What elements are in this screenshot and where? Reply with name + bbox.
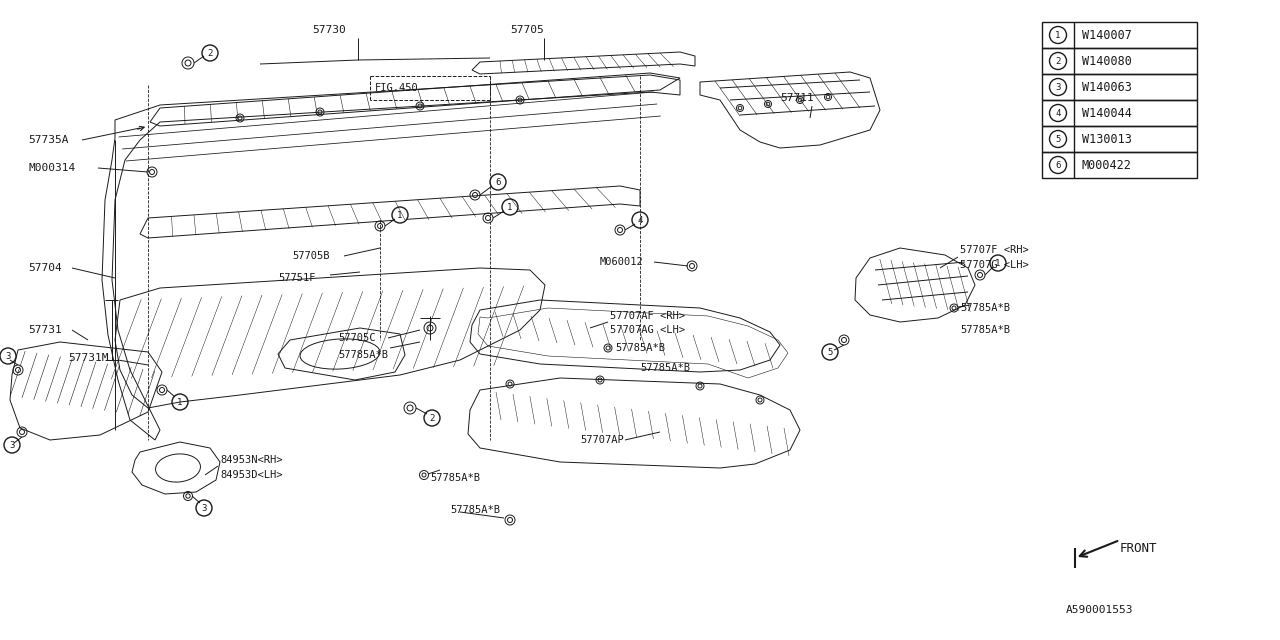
Bar [1042, 22, 1197, 48]
Circle shape [1050, 131, 1066, 147]
Text: 2: 2 [1055, 56, 1061, 65]
Circle shape [1050, 79, 1066, 95]
Text: A590001553: A590001553 [1066, 605, 1134, 615]
Text: 57785A*B: 57785A*B [614, 343, 666, 353]
Text: 57705C: 57705C [338, 333, 375, 343]
Text: 1: 1 [996, 259, 1001, 268]
Text: 57707AG <LH>: 57707AG <LH> [611, 325, 685, 335]
Text: 3: 3 [9, 440, 14, 449]
Text: 6: 6 [1055, 161, 1061, 170]
Text: 3: 3 [201, 504, 206, 513]
Bar [1042, 74, 1197, 100]
Text: W140044: W140044 [1082, 106, 1132, 120]
Text: 3: 3 [1055, 83, 1061, 92]
Text: 57785A*B: 57785A*B [338, 350, 388, 360]
Circle shape [4, 437, 20, 453]
Circle shape [196, 500, 212, 516]
Bar [1042, 100, 1197, 126]
Circle shape [392, 207, 408, 223]
Text: 57785A*B: 57785A*B [960, 325, 1010, 335]
Text: 1: 1 [397, 211, 403, 220]
Text: 57731: 57731 [28, 325, 61, 335]
Text: 57731M: 57731M [68, 353, 109, 363]
Circle shape [424, 410, 440, 426]
Text: 57735A: 57735A [28, 135, 69, 145]
Circle shape [1050, 52, 1066, 70]
Text: 57730: 57730 [312, 25, 346, 35]
Text: 4: 4 [637, 216, 643, 225]
Text: W140063: W140063 [1082, 81, 1132, 93]
Text: W140080: W140080 [1082, 54, 1132, 67]
Text: 57705: 57705 [509, 25, 544, 35]
Text: 5: 5 [1055, 134, 1061, 143]
Circle shape [1050, 104, 1066, 122]
Text: 57785A*B: 57785A*B [430, 473, 480, 483]
Circle shape [632, 212, 648, 228]
Text: FIG.450: FIG.450 [375, 83, 419, 93]
Text: 57785A*B: 57785A*B [960, 303, 1010, 313]
Bar [1042, 152, 1197, 178]
Text: 5: 5 [827, 348, 833, 356]
Circle shape [490, 174, 506, 190]
Bar [1042, 126, 1197, 152]
Circle shape [822, 344, 838, 360]
Text: 1: 1 [1055, 31, 1061, 40]
Circle shape [172, 394, 188, 410]
Circle shape [502, 199, 518, 215]
Circle shape [202, 45, 218, 61]
Text: 1: 1 [507, 202, 513, 211]
Text: 57705B: 57705B [292, 251, 329, 261]
Text: 57751F: 57751F [278, 273, 315, 283]
Text: 3: 3 [5, 351, 10, 360]
Text: W140007: W140007 [1082, 29, 1132, 42]
Circle shape [989, 255, 1006, 271]
Bar [1042, 48, 1197, 74]
Text: 1: 1 [178, 397, 183, 406]
Text: 57707AP: 57707AP [580, 435, 623, 445]
Text: 84953N<RH>: 84953N<RH> [220, 455, 283, 465]
Text: 57704: 57704 [28, 263, 61, 273]
Text: 57711: 57711 [780, 93, 814, 103]
Text: 4: 4 [1055, 109, 1061, 118]
Text: 2: 2 [429, 413, 435, 422]
Circle shape [1050, 157, 1066, 173]
Text: 57707G <LH>: 57707G <LH> [960, 260, 1029, 270]
Circle shape [1050, 26, 1066, 44]
Circle shape [0, 348, 17, 364]
Text: 57785A*B: 57785A*B [451, 505, 500, 515]
Text: 57785A*B: 57785A*B [640, 363, 690, 373]
Text: 84953D<LH>: 84953D<LH> [220, 470, 283, 480]
Text: 2: 2 [207, 49, 212, 58]
Text: M060012: M060012 [600, 257, 644, 267]
Text: M000422: M000422 [1082, 159, 1132, 172]
Text: M000314: M000314 [28, 163, 76, 173]
Text: 57707F <RH>: 57707F <RH> [960, 245, 1029, 255]
Text: 57707AF <RH>: 57707AF <RH> [611, 311, 685, 321]
Text: FRONT: FRONT [1120, 541, 1157, 554]
Text: 6: 6 [495, 177, 500, 186]
Text: W130013: W130013 [1082, 132, 1132, 145]
